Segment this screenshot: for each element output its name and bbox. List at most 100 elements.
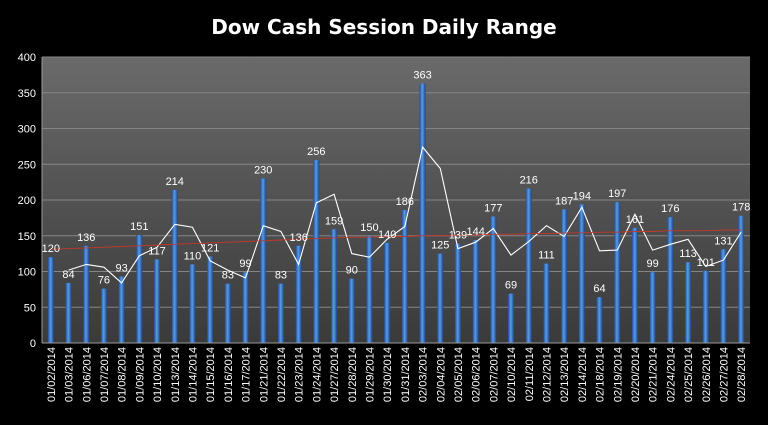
x-tick-label: 01/31/2014: [400, 347, 412, 402]
x-tick-label: 01/24/2014: [311, 347, 323, 402]
data-label: 256: [307, 146, 325, 158]
bar: [366, 235, 373, 343]
data-label: 194: [573, 190, 591, 202]
data-label: 363: [413, 69, 431, 81]
y-tick-label: 400: [18, 52, 36, 64]
y-tick-label: 50: [24, 302, 36, 314]
data-label: 111: [538, 250, 555, 262]
data-label: 216: [520, 175, 538, 187]
bar: [437, 253, 444, 343]
data-label: 69: [505, 280, 517, 292]
data-label: 84: [62, 269, 74, 281]
bar: [578, 204, 585, 343]
data-label: 99: [647, 258, 659, 270]
bar: [260, 178, 267, 343]
x-tick-label: 01/21/2014: [258, 347, 270, 402]
x-tick-label: 01/15/2014: [205, 347, 217, 402]
x-tick-label: 02/21/2014: [648, 347, 660, 402]
bar: [154, 259, 161, 343]
x-tick-label: 02/11/2014: [524, 347, 536, 401]
bar: [720, 249, 727, 343]
data-label: 76: [98, 275, 110, 287]
x-tick-label: 02/06/2014: [471, 347, 483, 402]
data-label: 161: [626, 214, 644, 226]
x-tick-label: 02/26/2014: [701, 347, 713, 402]
data-label: 186: [396, 196, 414, 208]
x-tick-label: 01/06/2014: [81, 347, 93, 402]
bar: [171, 189, 178, 343]
data-label: 140: [378, 229, 396, 241]
x-axis: 01/02/2014 01/03/2014 01/06/2014 01/07/2014…: [42, 342, 750, 402]
bar: [313, 159, 320, 343]
y-tick-label: 350: [18, 88, 36, 100]
bar: [454, 243, 461, 343]
data-label: 176: [661, 203, 679, 215]
x-tick-label: 01/22/2014: [276, 347, 288, 402]
bar: [277, 283, 284, 343]
x-tick-label: 02/25/2014: [683, 347, 695, 402]
bar: [561, 209, 568, 343]
trend-line: [50, 229, 742, 250]
y-axis: 0 50 100 150 200 250 300 350 400: [18, 52, 43, 350]
x-tick-label: 01/08/2014: [117, 347, 129, 402]
data-label: 187: [555, 195, 573, 207]
bar: [100, 288, 107, 343]
x-tick-label: 02/07/2014: [488, 347, 500, 402]
bar: [207, 256, 214, 343]
y-tick-label: 200: [18, 195, 36, 207]
bar: [384, 242, 391, 343]
bar: [702, 270, 709, 343]
bar: [242, 272, 249, 343]
data-label: 125: [431, 240, 449, 252]
bar: [401, 210, 408, 343]
y-tick-label: 300: [18, 124, 36, 136]
bar: [525, 188, 532, 343]
bar: [631, 227, 638, 343]
x-tick-label: 01/30/2014: [382, 347, 394, 402]
bar: [596, 297, 603, 343]
bar: [543, 263, 550, 343]
bar: [118, 276, 125, 343]
bar: [508, 293, 515, 343]
bar: [189, 264, 196, 343]
x-tick-label: 01/14/2014: [187, 347, 199, 402]
x-tick-label: 02/19/2014: [612, 347, 624, 402]
data-label: 178: [732, 202, 750, 214]
y-tick-label: 150: [18, 231, 36, 243]
data-label: 214: [166, 176, 184, 188]
data-label: 83: [275, 270, 287, 282]
bar: [649, 272, 656, 343]
x-tick-label: 01/29/2014: [364, 347, 376, 402]
data-label: 99: [239, 258, 251, 270]
x-tick-label: 01/13/2014: [170, 347, 182, 402]
lines: [50, 145, 742, 284]
y-tick-label: 250: [18, 159, 36, 171]
data-label: 83: [222, 270, 234, 282]
y-tick-label: 100: [18, 267, 36, 279]
bar: [47, 257, 54, 343]
data-label: 64: [593, 283, 605, 295]
data-label: 139: [449, 230, 467, 242]
x-tick-label: 02/05/2014: [453, 347, 465, 402]
data-label: 113: [679, 248, 697, 260]
bar: [331, 229, 338, 343]
x-tick-label: 01/03/2014: [64, 347, 76, 402]
bar: [419, 83, 426, 343]
x-tick-label: 02/28/2014: [736, 347, 748, 402]
x-tick-label: 01/27/2014: [329, 347, 341, 402]
bar: [614, 202, 621, 343]
x-tick-label: 02/24/2014: [665, 347, 677, 402]
bar: [667, 217, 674, 343]
average-line: [68, 145, 742, 284]
y-tick-label: 0: [30, 338, 36, 350]
data-label: 230: [254, 165, 272, 177]
data-label: 150: [360, 222, 378, 234]
data-label: 159: [325, 215, 343, 227]
data-label: 90: [346, 265, 358, 277]
data-label: 197: [608, 188, 626, 200]
data-label: 120: [42, 243, 60, 255]
data-label: 177: [484, 202, 502, 214]
bar: [65, 282, 72, 343]
x-tick-label: 02/18/2014: [595, 347, 607, 402]
bar: [348, 278, 355, 343]
